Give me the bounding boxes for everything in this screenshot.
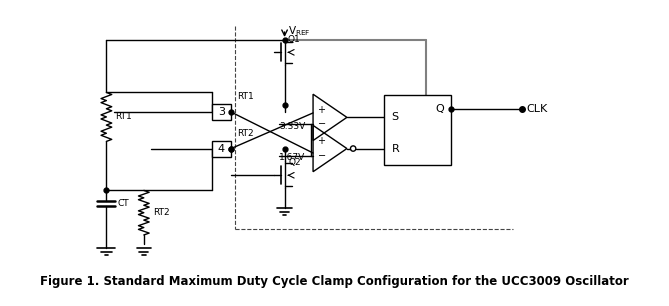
Text: Figure 1. Standard Maximum Duty Cycle Clamp Configuration for the UCC3009 Oscill: Figure 1. Standard Maximum Duty Cycle Cl… xyxy=(40,275,629,288)
Text: Q: Q xyxy=(435,104,444,114)
Text: CLK: CLK xyxy=(527,104,548,114)
Text: S: S xyxy=(391,112,399,122)
Text: −: − xyxy=(318,120,326,129)
Text: 3.33V: 3.33V xyxy=(279,122,306,131)
Text: CT: CT xyxy=(117,199,128,208)
Bar xyxy=(384,95,451,165)
Bar xyxy=(211,104,231,120)
Text: +: + xyxy=(318,105,326,115)
Text: −: − xyxy=(318,151,326,161)
Text: Q2: Q2 xyxy=(288,158,301,167)
Text: 4: 4 xyxy=(217,144,225,154)
Text: +: + xyxy=(318,136,326,146)
Text: Q1: Q1 xyxy=(287,35,300,44)
Text: RT1: RT1 xyxy=(237,92,254,101)
Text: $\mathregular{V_{REF}}$: $\mathregular{V_{REF}}$ xyxy=(288,24,310,38)
Text: RT1: RT1 xyxy=(115,112,132,121)
Text: 3: 3 xyxy=(218,107,225,117)
Text: RT2: RT2 xyxy=(153,208,169,217)
Text: RT2: RT2 xyxy=(237,129,254,138)
Bar xyxy=(211,140,231,157)
Text: 1.67V: 1.67V xyxy=(279,153,306,162)
Text: R: R xyxy=(391,144,399,154)
